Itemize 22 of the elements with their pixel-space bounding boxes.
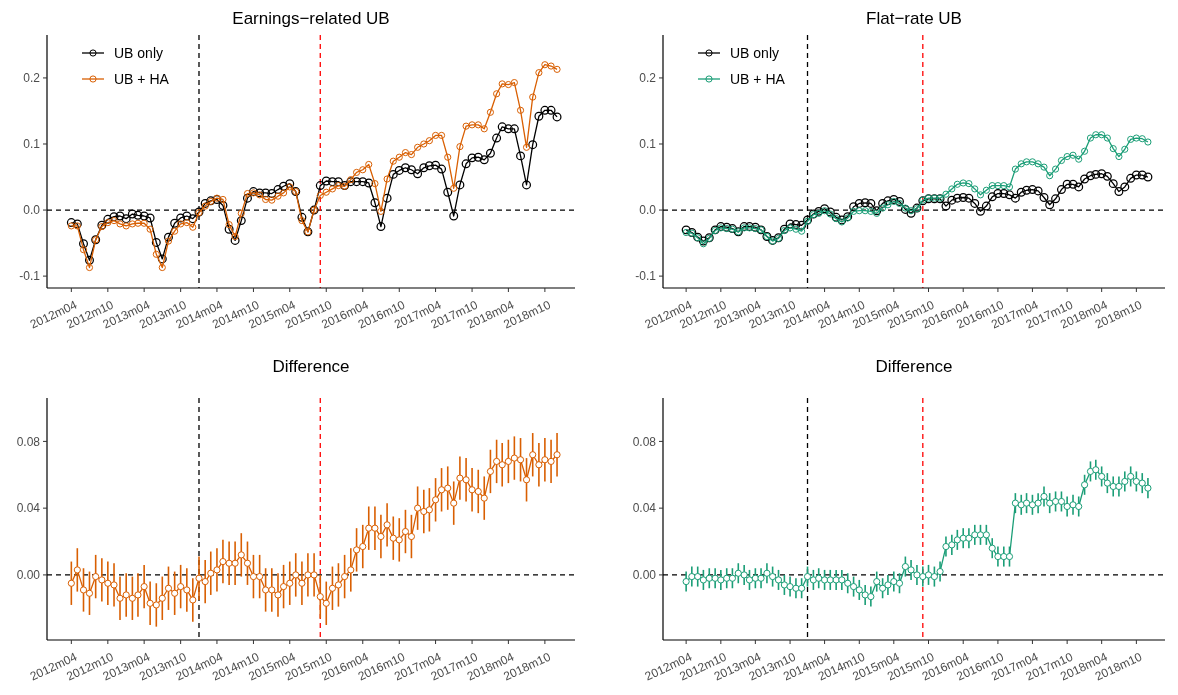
- y-tick-label: 0.2: [639, 71, 657, 86]
- y-tick-label: -0.1: [19, 269, 41, 284]
- y-tick-label: 0.00: [632, 568, 657, 583]
- y-tick-label: 0.04: [16, 501, 41, 516]
- y-tick-label: 0.0: [639, 203, 657, 218]
- chart-title: Earnings−related UB: [232, 9, 390, 28]
- y-tick-label: 0.0: [23, 203, 41, 218]
- y-tick-label: 0.08: [16, 434, 41, 449]
- chart-title: Difference: [272, 357, 350, 376]
- chart-title: Difference: [875, 357, 953, 376]
- legend-label: UB + HA: [114, 70, 170, 87]
- y-tick-label: 0.2: [23, 71, 41, 86]
- y-tick-label: 0.04: [632, 501, 657, 516]
- y-tick-label: 0.00: [16, 568, 41, 583]
- legend-label: UB only: [730, 44, 780, 61]
- y-tick-label: 0.1: [23, 137, 41, 152]
- legend-label: UB only: [114, 44, 164, 61]
- legend-label: UB + HA: [730, 70, 786, 87]
- chart-title: Flat−rate UB: [866, 9, 962, 28]
- y-tick-label: 0.1: [639, 137, 657, 152]
- y-tick-label: -0.1: [635, 269, 657, 284]
- y-tick-label: 0.08: [632, 434, 657, 449]
